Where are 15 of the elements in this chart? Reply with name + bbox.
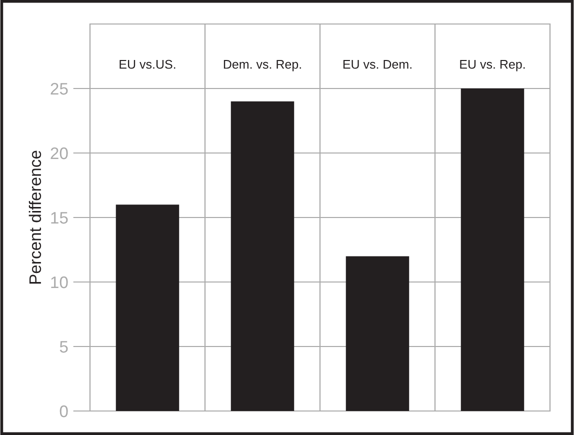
bar [460,88,524,411]
bar [346,256,410,411]
y-tick-label: 10 [51,276,68,288]
y-tick-label: 5 [60,341,68,353]
y-tick-label: 25 [50,82,68,95]
x-tick-label: EU vs. Dem. [343,60,412,69]
y-tick-label: 20 [50,147,68,160]
bar [230,101,294,411]
y-tick-label: 0 [60,405,68,418]
bar [116,204,180,411]
x-tick-label: EU vs. Rep. [460,60,525,72]
y-tick-label: 15 [51,212,68,224]
x-tick-label: EU vs.US. [120,60,176,69]
x-tick-label: Dem. vs. Rep. [224,60,301,72]
y-axis-title: Percent difference [28,150,42,284]
